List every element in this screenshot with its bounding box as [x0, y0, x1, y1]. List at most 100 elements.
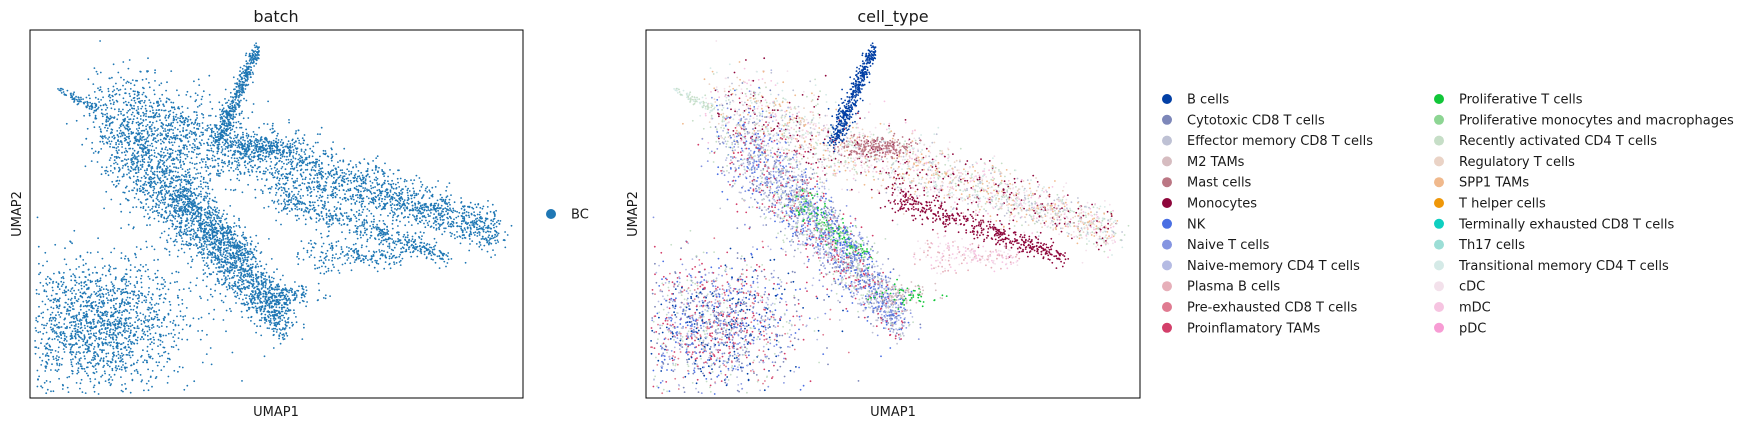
cell-point: [206, 248, 209, 251]
cell-point: [105, 109, 107, 111]
cell-point: [252, 135, 255, 138]
cell-point: [442, 198, 445, 201]
cell-point: [234, 144, 237, 147]
cell-point: [270, 284, 272, 286]
cell-point: [411, 194, 414, 197]
cell-point: [144, 95, 147, 97]
cell-point: [318, 169, 320, 172]
cell-point: [241, 278, 243, 281]
cell-point: [168, 198, 171, 201]
cell-point: [126, 80, 129, 83]
cell-point: [263, 300, 265, 303]
cell-point: [416, 206, 419, 209]
cell-point: [106, 142, 109, 145]
cell-point: [177, 117, 179, 119]
cell-point: [456, 231, 458, 233]
cell-point: [241, 287, 244, 290]
cell-point: [460, 207, 463, 210]
cell-point: [436, 199, 439, 202]
cell-point: [194, 146, 197, 149]
cell-point: [352, 198, 355, 201]
cell-point: [352, 176, 355, 179]
cell-point: [75, 281, 78, 284]
cell-point: [472, 222, 475, 225]
cell-point: [315, 158, 317, 161]
cell-point: [282, 298, 285, 300]
cell-point: [427, 213, 429, 216]
cell-point: [255, 138, 257, 140]
cell-point: [343, 178, 346, 181]
cell-point: [118, 149, 120, 152]
cell-point: [263, 172, 266, 175]
cell-point: [241, 283, 243, 286]
cell-point: [180, 134, 183, 137]
cell-point: [164, 201, 166, 204]
cell-point: [169, 193, 172, 196]
cell-point: [257, 275, 260, 278]
cell-point: [192, 237, 194, 240]
cell-point: [261, 190, 264, 193]
cell-point: [74, 333, 77, 336]
cell-point: [485, 227, 487, 229]
cell-point: [150, 176, 153, 179]
cell-point: [180, 221, 183, 224]
cell-point: [126, 111, 128, 114]
cell-point: [242, 156, 245, 159]
cell-point: [284, 327, 287, 329]
cell-point: [405, 180, 408, 182]
cell-point: [152, 115, 155, 118]
cell-point: [444, 200, 447, 203]
cell-point: [201, 134, 204, 136]
cell-point: [138, 127, 141, 130]
cell-point: [366, 190, 369, 192]
cell-point: [232, 225, 235, 228]
cell-point: [88, 94, 90, 97]
cell-point: [226, 234, 229, 237]
cell-point: [376, 189, 379, 192]
cell-point: [139, 118, 142, 120]
cell-point: [126, 198, 129, 201]
cell-point: [327, 176, 329, 178]
cell-point: [193, 244, 195, 247]
cell-point: [283, 175, 286, 178]
cell-point: [70, 297, 73, 300]
cell-point: [375, 206, 377, 209]
cell-point: [217, 258, 220, 261]
cell-point: [310, 195, 313, 197]
cell-point: [162, 221, 165, 224]
cell-point: [434, 208, 437, 210]
cell-point: [186, 192, 189, 195]
cell-point: [105, 118, 108, 121]
cell-point: [181, 168, 184, 171]
cell-point: [104, 172, 107, 175]
cell-point: [233, 260, 236, 262]
cell-point: [184, 157, 187, 160]
cell-point: [258, 319, 261, 322]
cell-point: [209, 178, 212, 180]
cell-point: [146, 131, 149, 134]
cell-point: [184, 136, 187, 139]
cell-point: [181, 193, 184, 195]
cell-point: [209, 114, 212, 117]
cell-point: [173, 166, 175, 169]
cell-point: [296, 169, 299, 172]
cell-point: [345, 177, 348, 180]
cell-point: [368, 210, 371, 212]
cell-point: [286, 213, 289, 215]
cell-point: [127, 257, 130, 260]
cell-point: [213, 245, 216, 248]
cell-point: [378, 220, 381, 222]
cell-point: [147, 165, 150, 168]
cell-point: [316, 161, 319, 163]
cell-point: [102, 96, 104, 99]
cell-point: [127, 67, 130, 70]
cell-point: [417, 202, 420, 205]
cell-point: [160, 125, 163, 128]
cell-point: [263, 122, 265, 125]
cell-point: [179, 229, 182, 232]
cell-point: [247, 170, 250, 173]
cell-point: [275, 149, 278, 152]
cell-point: [176, 153, 179, 156]
cell-point: [104, 113, 106, 116]
cell-point: [109, 157, 112, 159]
